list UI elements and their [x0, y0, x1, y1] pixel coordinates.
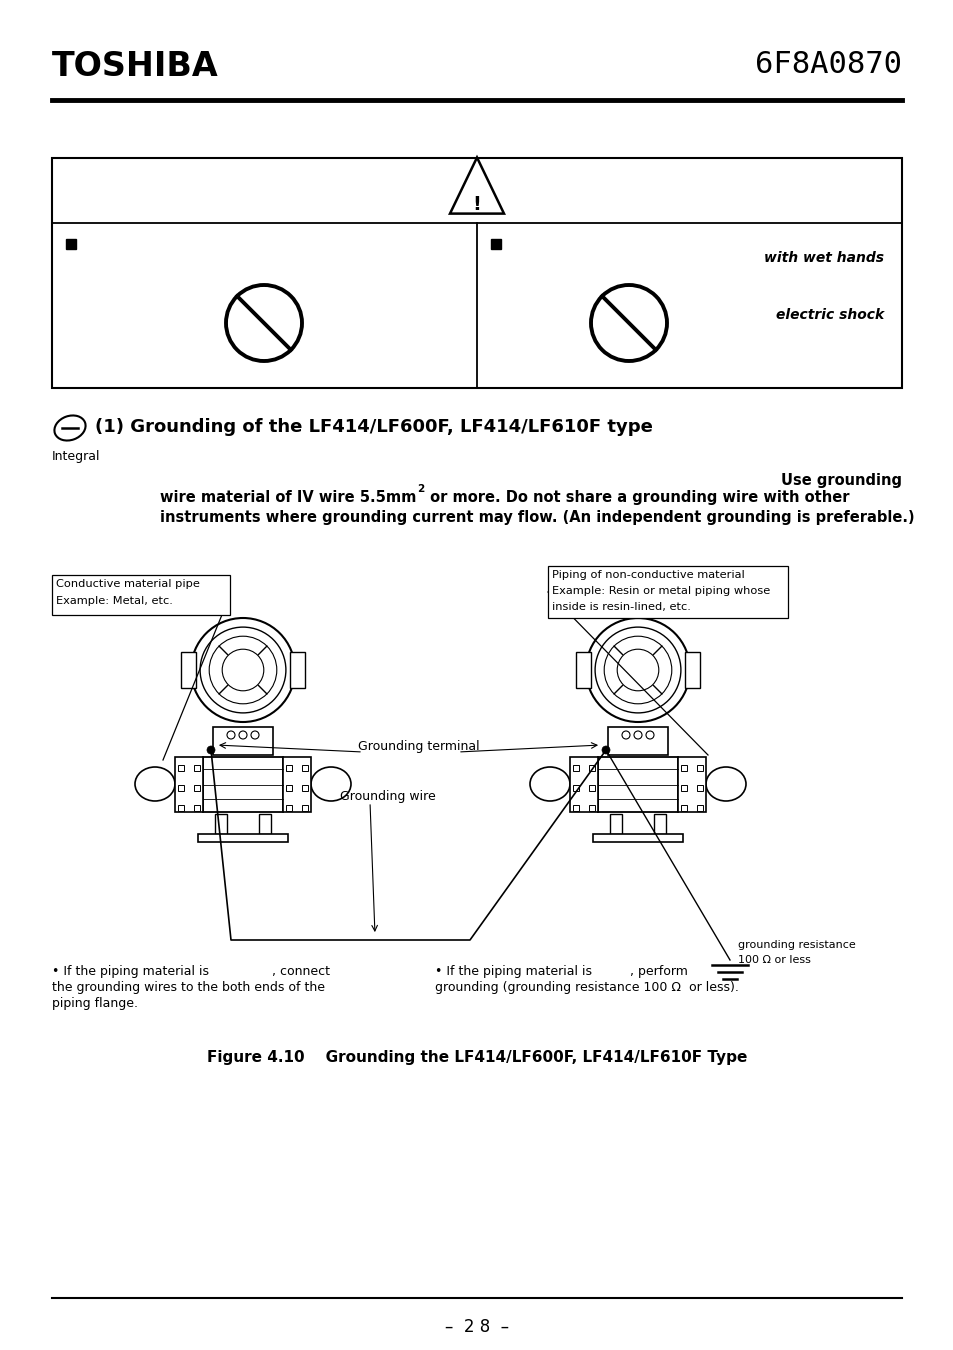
- Bar: [598, 757, 678, 811]
- Text: • If the piping material is: • If the piping material is: [435, 965, 592, 977]
- Bar: [588, 765, 595, 771]
- Bar: [697, 765, 702, 771]
- Text: Example: Metal, etc.: Example: Metal, etc.: [56, 595, 172, 606]
- Text: instruments where grounding current may flow. (An independent grounding is prefe: instruments where grounding current may …: [160, 510, 914, 525]
- Bar: [697, 805, 702, 811]
- Bar: [607, 728, 667, 755]
- Bar: [569, 757, 598, 811]
- Ellipse shape: [530, 767, 569, 801]
- Bar: [680, 805, 686, 811]
- Text: Figure 4.10    Grounding the LF414/LF600F, LF414/LF610F Type: Figure 4.10 Grounding the LF414/LF600F, …: [207, 1050, 746, 1065]
- Text: with wet hands: with wet hands: [763, 251, 883, 265]
- Bar: [302, 765, 308, 771]
- Bar: [593, 834, 682, 842]
- Circle shape: [222, 649, 264, 691]
- Ellipse shape: [705, 767, 745, 801]
- Bar: [684, 652, 700, 688]
- Text: the grounding wires to the both ends of the: the grounding wires to the both ends of …: [52, 981, 325, 994]
- Text: TOSHIBA: TOSHIBA: [52, 50, 218, 82]
- Bar: [213, 728, 273, 755]
- Bar: [180, 652, 196, 688]
- Text: (1) Grounding of the LF414/LF600F, LF414/LF610F type: (1) Grounding of the LF414/LF600F, LF414…: [95, 418, 652, 436]
- Bar: [575, 652, 591, 688]
- Text: piping flange.: piping flange.: [52, 998, 138, 1010]
- Circle shape: [207, 747, 214, 755]
- Bar: [193, 805, 200, 811]
- Text: Piping of non-conductive material: Piping of non-conductive material: [552, 570, 744, 580]
- Bar: [203, 757, 283, 811]
- Bar: [66, 239, 76, 248]
- Text: –  2 8  –: – 2 8 –: [444, 1318, 509, 1336]
- Bar: [491, 239, 500, 248]
- Text: Example: Resin or metal piping whose: Example: Resin or metal piping whose: [552, 586, 769, 595]
- Bar: [193, 765, 200, 771]
- Text: Integral: Integral: [52, 450, 100, 463]
- Text: wire material of IV wire 5.5mm: wire material of IV wire 5.5mm: [160, 490, 416, 505]
- Bar: [302, 784, 308, 791]
- Bar: [588, 784, 595, 791]
- Text: Grounding terminal: Grounding terminal: [357, 740, 479, 753]
- Text: grounding resistance: grounding resistance: [738, 940, 855, 950]
- Circle shape: [617, 649, 659, 691]
- Text: , connect: , connect: [272, 965, 330, 977]
- Bar: [697, 784, 702, 791]
- Bar: [678, 757, 705, 811]
- Text: Grounding wire: Grounding wire: [339, 790, 436, 803]
- Bar: [654, 814, 665, 834]
- Text: • If the piping material is: • If the piping material is: [52, 965, 209, 977]
- Bar: [680, 784, 686, 791]
- Circle shape: [601, 747, 609, 755]
- Text: !: !: [472, 194, 481, 215]
- Circle shape: [251, 730, 258, 738]
- Text: Conductive material pipe: Conductive material pipe: [56, 579, 200, 589]
- Bar: [286, 784, 292, 791]
- Bar: [573, 784, 578, 791]
- Circle shape: [621, 730, 629, 738]
- Bar: [588, 805, 595, 811]
- Circle shape: [645, 730, 654, 738]
- Circle shape: [239, 730, 247, 738]
- Text: Use grounding: Use grounding: [781, 472, 901, 487]
- Text: inside is resin-lined, etc.: inside is resin-lined, etc.: [552, 602, 690, 612]
- Bar: [174, 757, 203, 811]
- Bar: [680, 765, 686, 771]
- Text: grounding (grounding resistance 100 Ω  or less).: grounding (grounding resistance 100 Ω or…: [435, 981, 739, 994]
- Bar: [198, 834, 288, 842]
- Bar: [573, 805, 578, 811]
- Ellipse shape: [135, 767, 174, 801]
- Bar: [283, 757, 311, 811]
- Bar: [290, 652, 305, 688]
- Text: 2: 2: [416, 485, 424, 494]
- Bar: [258, 814, 271, 834]
- Text: electric shock: electric shock: [775, 308, 883, 323]
- Bar: [178, 765, 184, 771]
- Text: 100 Ω or less: 100 Ω or less: [738, 954, 810, 965]
- Text: 6F8A0870: 6F8A0870: [754, 50, 901, 80]
- Circle shape: [227, 730, 234, 738]
- Bar: [52, 158, 901, 387]
- Ellipse shape: [311, 767, 351, 801]
- Bar: [214, 814, 227, 834]
- Bar: [193, 784, 200, 791]
- Bar: [286, 765, 292, 771]
- Circle shape: [634, 730, 641, 738]
- Bar: [573, 765, 578, 771]
- Bar: [609, 814, 621, 834]
- Text: , perform: , perform: [629, 965, 687, 977]
- Bar: [178, 784, 184, 791]
- Bar: [52, 575, 230, 616]
- Bar: [286, 805, 292, 811]
- Bar: [547, 566, 787, 618]
- Text: or more. Do not share a grounding wire with other: or more. Do not share a grounding wire w…: [424, 490, 848, 505]
- Bar: [178, 805, 184, 811]
- Bar: [302, 805, 308, 811]
